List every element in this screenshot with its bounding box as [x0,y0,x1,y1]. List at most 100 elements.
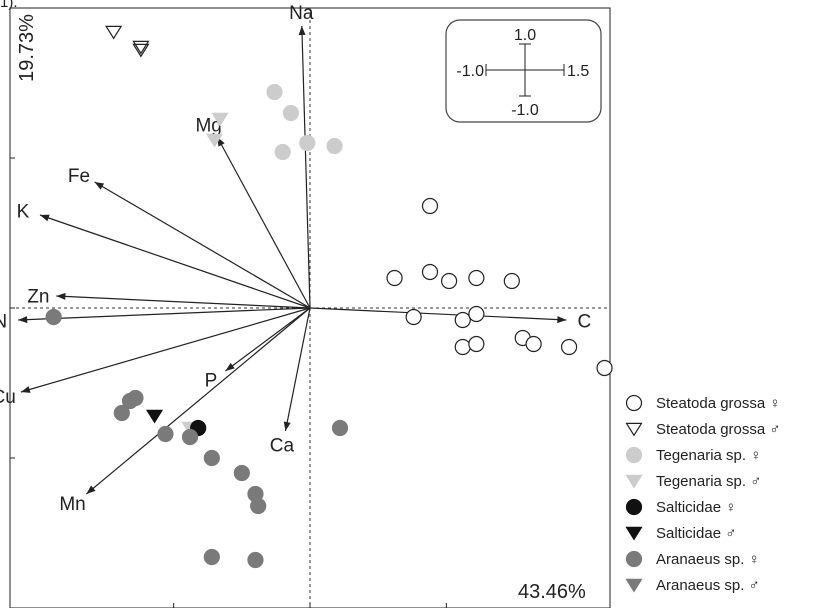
legend-marker [625,578,643,593]
data-point [503,272,520,290]
points-layer [45,25,613,569]
x-axis-variance-label: 43.46% [518,581,586,603]
vector-mn [85,307,311,495]
series-group [386,197,613,377]
data-point [132,43,150,58]
data-point [250,497,267,515]
data-point [405,308,422,326]
legend-marker-shape [625,578,643,593]
vector-label: P [205,370,218,391]
legend-item: Tegenaria sp. ♀ [624,444,761,466]
vector-mg [216,136,311,309]
data-point [203,548,220,566]
vector-label: Mg [195,116,221,137]
scale-box-frame [445,19,602,123]
series-group [105,25,150,58]
vector-ca [284,307,311,432]
legend-marker-shape [625,474,643,489]
data-point [331,419,349,437]
vector-label: K [17,201,30,222]
vector-arrowhead [283,421,291,431]
data-point [181,428,199,446]
data-point [386,269,403,287]
data-point [326,137,343,155]
vector-arrowhead [298,26,306,36]
legend-marker [625,550,643,568]
data-point [45,308,62,326]
vectors-layer: Na Mg Fe K Zn N Cu P Ca Mn C [0,3,591,515]
data-point [132,40,150,55]
vector-label: Mn [59,494,85,515]
data-point [421,197,439,215]
data-point [282,104,300,122]
data-point [205,133,224,148]
data-point [596,359,613,377]
legend-marker-shape [625,446,643,464]
legend-marker-shape [625,394,643,412]
vector-label: Ca [270,436,295,457]
legend-marker [625,422,643,437]
legend-marker [625,526,643,541]
legend-item: Salticidae ♂ [624,522,736,544]
legend-marker-shape [625,498,643,516]
legend-marker [625,446,643,464]
data-point [113,404,130,422]
data-point [454,338,471,356]
data-point [525,335,542,353]
vector-arrowhead [225,362,235,371]
legend-marker [625,394,643,412]
data-point [421,263,439,281]
legend-marker-shape [625,526,643,541]
legend-item: Steatoda grossa ♀ [624,392,781,414]
data-point [440,272,458,290]
vector-k [39,214,311,309]
legend-marker [625,498,643,516]
vector-label: Na [289,3,314,24]
vector-n [18,307,311,321]
legend-label: Steatoda grossa ♀ [656,394,781,412]
data-point [468,269,485,287]
legend-item: Aranaeus sp. ♀ [624,548,760,570]
vector-c [309,307,567,321]
scale-box-right-label: 1.5 [567,63,589,80]
scale-box-top-label: 1.0 [514,27,536,44]
legend-label: Aranaeus sp. ♂ [656,576,760,594]
y-axis-variance-label: 19.73% [16,14,38,82]
legend-label: Salticidae ♀ [656,498,737,516]
series-group [45,308,349,569]
data-point [454,311,471,329]
data-point [299,134,316,152]
scale-box-left-label: -1.0 [456,63,484,80]
legend-label: Salticidae ♂ [656,524,737,542]
series-group [145,409,164,424]
vector-na [301,25,311,309]
data-point [266,83,283,101]
legend-label: Steatoda grossa ♂ [656,420,781,438]
data-point [468,305,485,323]
series-group [266,83,343,161]
data-point [121,392,139,410]
data-point [274,143,291,161]
vector-arrowhead [18,316,28,324]
legend-item: Tegenaria sp. ♂ [624,470,761,492]
vector-arrowhead [40,214,50,222]
vector-label: C [577,312,591,333]
vector-p [225,307,311,372]
vector-arrowhead [20,386,31,393]
vector-label: Cu [0,387,16,408]
data-point [247,551,264,569]
vector-arrowhead [557,316,567,324]
vector-label: Fe [68,166,90,187]
scale-box-bottom-label: -1.0 [511,102,539,119]
data-point [211,112,229,127]
data-point [105,25,123,40]
vector-zn [56,295,311,309]
vector-arrowhead [86,485,96,494]
legend-item: Steatoda grossa ♂ [624,418,781,440]
data-point [560,338,578,356]
data-point [203,449,220,467]
legend-item: Salticidae ♀ [624,496,736,518]
vector-label: N [0,312,7,333]
legend-label: Tegenaria sp. ♂ [656,472,762,490]
